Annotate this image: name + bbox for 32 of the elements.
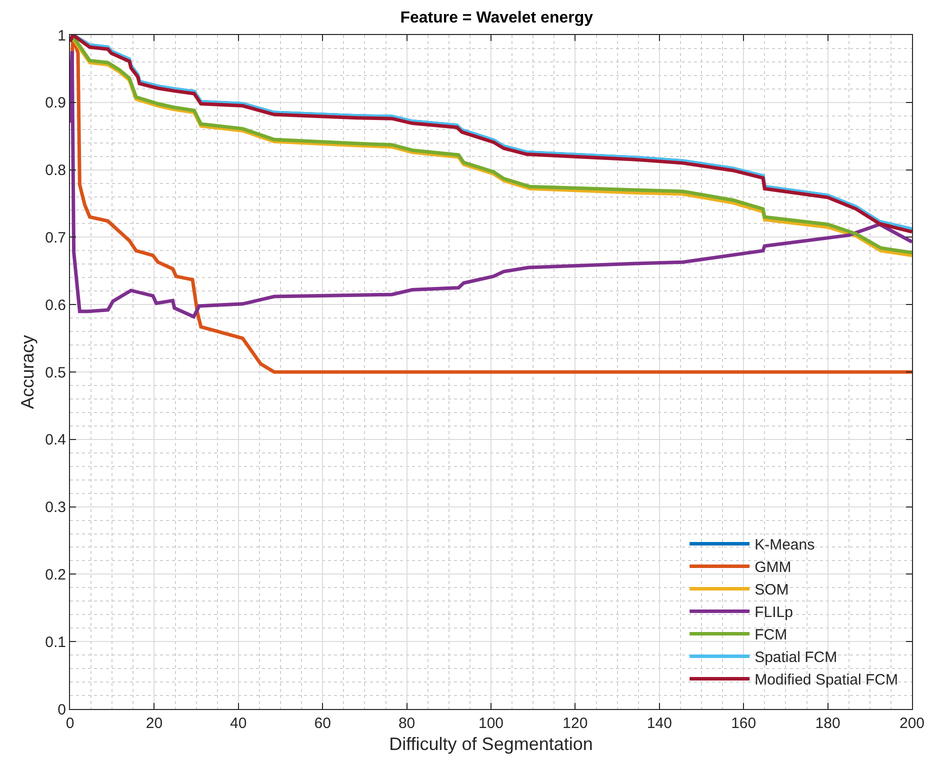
x-tick-label: 40 [230, 715, 247, 732]
x-tick-label: 180 [815, 715, 840, 732]
y-tick-label: 0.6 [45, 296, 66, 314]
x-axis-title: Difficulty of Segmentation [389, 734, 593, 754]
y-tick-label: 0.5 [45, 364, 66, 382]
y-tick-label: 0.8 [45, 162, 66, 180]
legend-label: SOM [754, 582, 789, 599]
line-series [70, 49, 912, 318]
legend-label: K-Means [754, 536, 815, 554]
legend-label: Modified Spatial FCM [754, 672, 898, 689]
y-tick-label: 0.3 [45, 499, 66, 516]
legend-label: Spatial FCM [754, 649, 838, 666]
legend-label: GMM [754, 559, 792, 576]
y-tick-label: 0 [58, 701, 66, 718]
y-tick-label: 0.9 [45, 94, 66, 112]
legend-label: FCM [754, 626, 788, 644]
chart-title: Feature = Wavelet energy [400, 10, 594, 27]
x-tick-label: 80 [398, 715, 416, 732]
y-tick-label: 0.4 [45, 432, 66, 449]
y-axis-title: Accuracy [17, 334, 38, 410]
x-tick-label: 200 [899, 715, 925, 732]
x-tick-label: 160 [731, 715, 756, 732]
x-tick-label: 60 [314, 715, 331, 732]
y-tick-label: 0.1 [45, 634, 66, 651]
legend-label: FLILp [754, 604, 793, 622]
x-tick-label: 20 [146, 715, 163, 732]
y-tick-label: 1 [58, 27, 66, 44]
y-tick-label: 0.7 [45, 229, 66, 246]
x-tick-label: 140 [646, 715, 672, 732]
y-tick-label: 0.2 [45, 566, 66, 584]
x-tick-label: 120 [562, 715, 588, 732]
x-tick-label: 100 [478, 715, 504, 732]
